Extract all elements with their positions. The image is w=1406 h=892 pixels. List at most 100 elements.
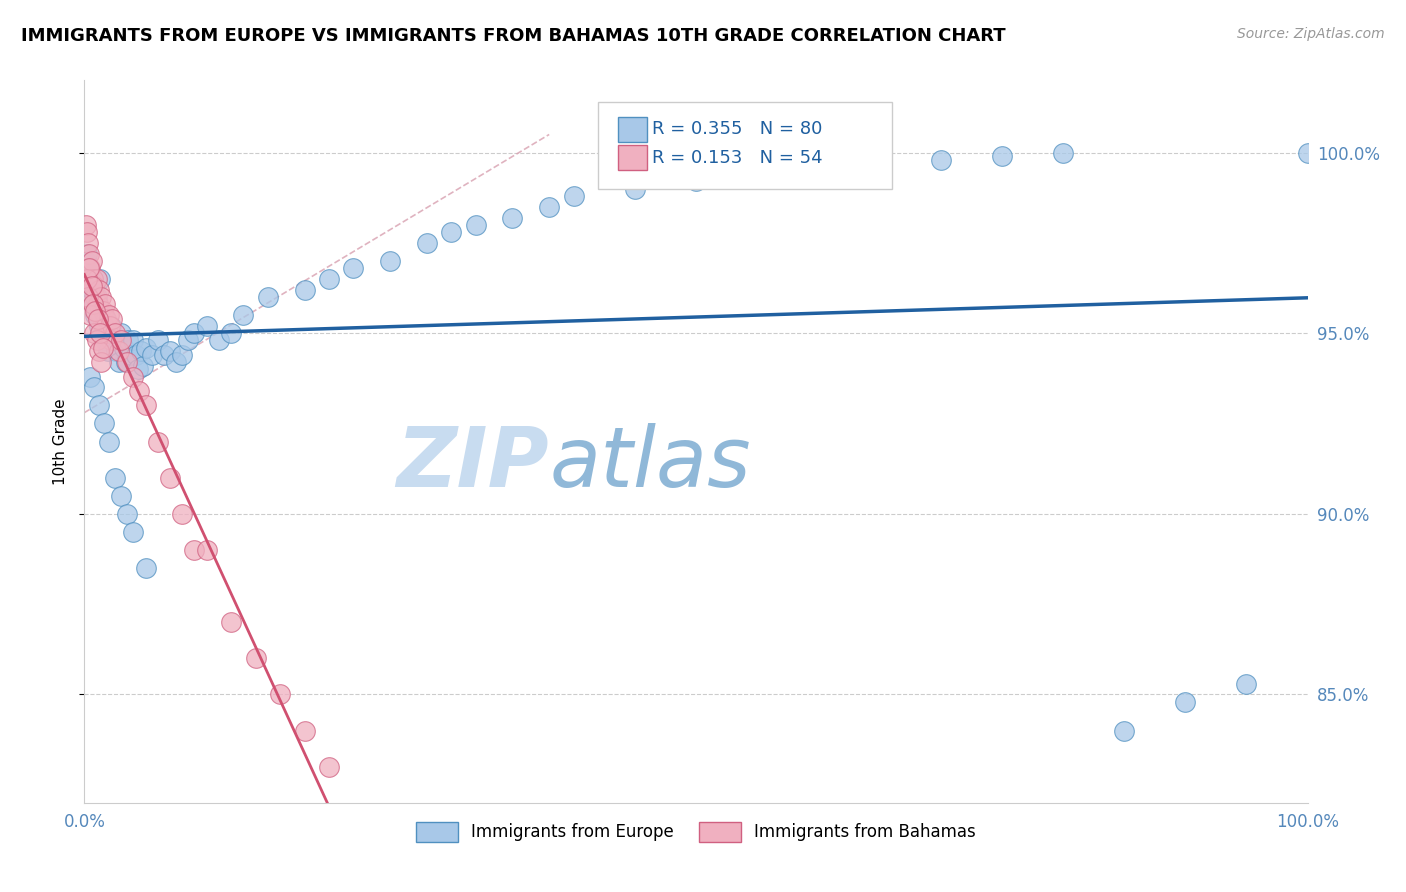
Point: [195, 318, 218, 333]
Point: [82, 297, 104, 311]
Point: [84, 308, 107, 322]
Point: [75, 218, 97, 232]
Point: [87, 318, 110, 333]
Point: [93, 318, 115, 333]
Point: [807, 160, 830, 174]
FancyBboxPatch shape: [598, 102, 891, 189]
Point: [232, 308, 254, 322]
Point: [107, 344, 129, 359]
Point: [624, 182, 647, 196]
Point: [115, 355, 138, 369]
Point: [1236, 676, 1258, 690]
Point: [135, 341, 157, 355]
Point: [115, 355, 138, 369]
Point: [76, 225, 98, 239]
Point: [104, 326, 127, 341]
Point: [94, 297, 117, 311]
Point: [183, 543, 205, 558]
Point: [87, 297, 110, 311]
Point: [380, 254, 402, 268]
Point: [77, 290, 100, 304]
Point: [91, 304, 114, 318]
Point: [122, 369, 145, 384]
Point: [125, 348, 148, 362]
Text: atlas: atlas: [550, 423, 751, 504]
Point: [929, 153, 952, 167]
Point: [177, 334, 200, 348]
Point: [1114, 723, 1136, 738]
Point: [97, 434, 120, 449]
Point: [195, 543, 218, 558]
Point: [122, 334, 145, 348]
Point: [538, 200, 561, 214]
Point: [87, 297, 110, 311]
Point: [294, 283, 316, 297]
Point: [77, 246, 100, 260]
Point: [502, 211, 524, 225]
Text: ZIP: ZIP: [396, 423, 550, 504]
Point: [86, 334, 108, 348]
Point: [153, 348, 176, 362]
Point: [77, 235, 100, 250]
Point: [208, 334, 231, 348]
Point: [269, 687, 291, 701]
Point: [94, 334, 117, 348]
Point: [82, 297, 104, 311]
Point: [79, 261, 101, 276]
Point: [84, 290, 107, 304]
Point: [87, 311, 110, 326]
Point: [129, 344, 152, 359]
Legend: Immigrants from Europe, Immigrants from Bahamas: Immigrants from Europe, Immigrants from …: [409, 815, 983, 848]
Point: [100, 318, 122, 333]
Point: [90, 290, 112, 304]
Point: [562, 189, 585, 203]
Point: [146, 434, 169, 449]
Point: [96, 311, 118, 326]
Point: [117, 334, 139, 348]
Point: [77, 290, 100, 304]
Point: [76, 246, 98, 260]
Point: [75, 254, 97, 268]
Point: [318, 759, 340, 773]
Point: [159, 344, 181, 359]
Point: [87, 344, 110, 359]
Point: [159, 471, 181, 485]
Point: [93, 417, 115, 431]
Point: [747, 167, 769, 181]
Point: [89, 326, 111, 341]
Point: [110, 326, 132, 341]
Point: [257, 290, 280, 304]
Point: [440, 225, 463, 239]
Point: [90, 308, 112, 322]
Point: [245, 651, 267, 665]
Point: [183, 326, 205, 341]
Point: [80, 283, 103, 297]
Point: [80, 254, 103, 268]
Point: [1174, 695, 1197, 709]
Point: [165, 355, 187, 369]
Point: [115, 507, 138, 521]
Point: [93, 308, 115, 322]
Point: [219, 615, 242, 630]
Point: [91, 341, 114, 355]
Point: [110, 334, 132, 348]
Point: [219, 326, 242, 341]
Text: R = 0.355   N = 80: R = 0.355 N = 80: [652, 120, 823, 138]
Point: [84, 304, 107, 318]
Point: [83, 279, 105, 293]
Point: [127, 362, 149, 376]
Point: [132, 359, 155, 373]
Point: [294, 723, 316, 738]
Point: [141, 348, 163, 362]
Point: [107, 355, 129, 369]
Point: [97, 326, 120, 341]
Y-axis label: 10th Grade: 10th Grade: [52, 398, 67, 485]
Text: R = 0.153   N = 54: R = 0.153 N = 54: [652, 149, 823, 167]
Point: [77, 261, 100, 276]
Point: [103, 334, 125, 348]
Point: [97, 308, 120, 322]
Point: [122, 524, 145, 539]
Point: [97, 344, 120, 359]
Point: [86, 290, 108, 304]
Point: [83, 279, 105, 293]
